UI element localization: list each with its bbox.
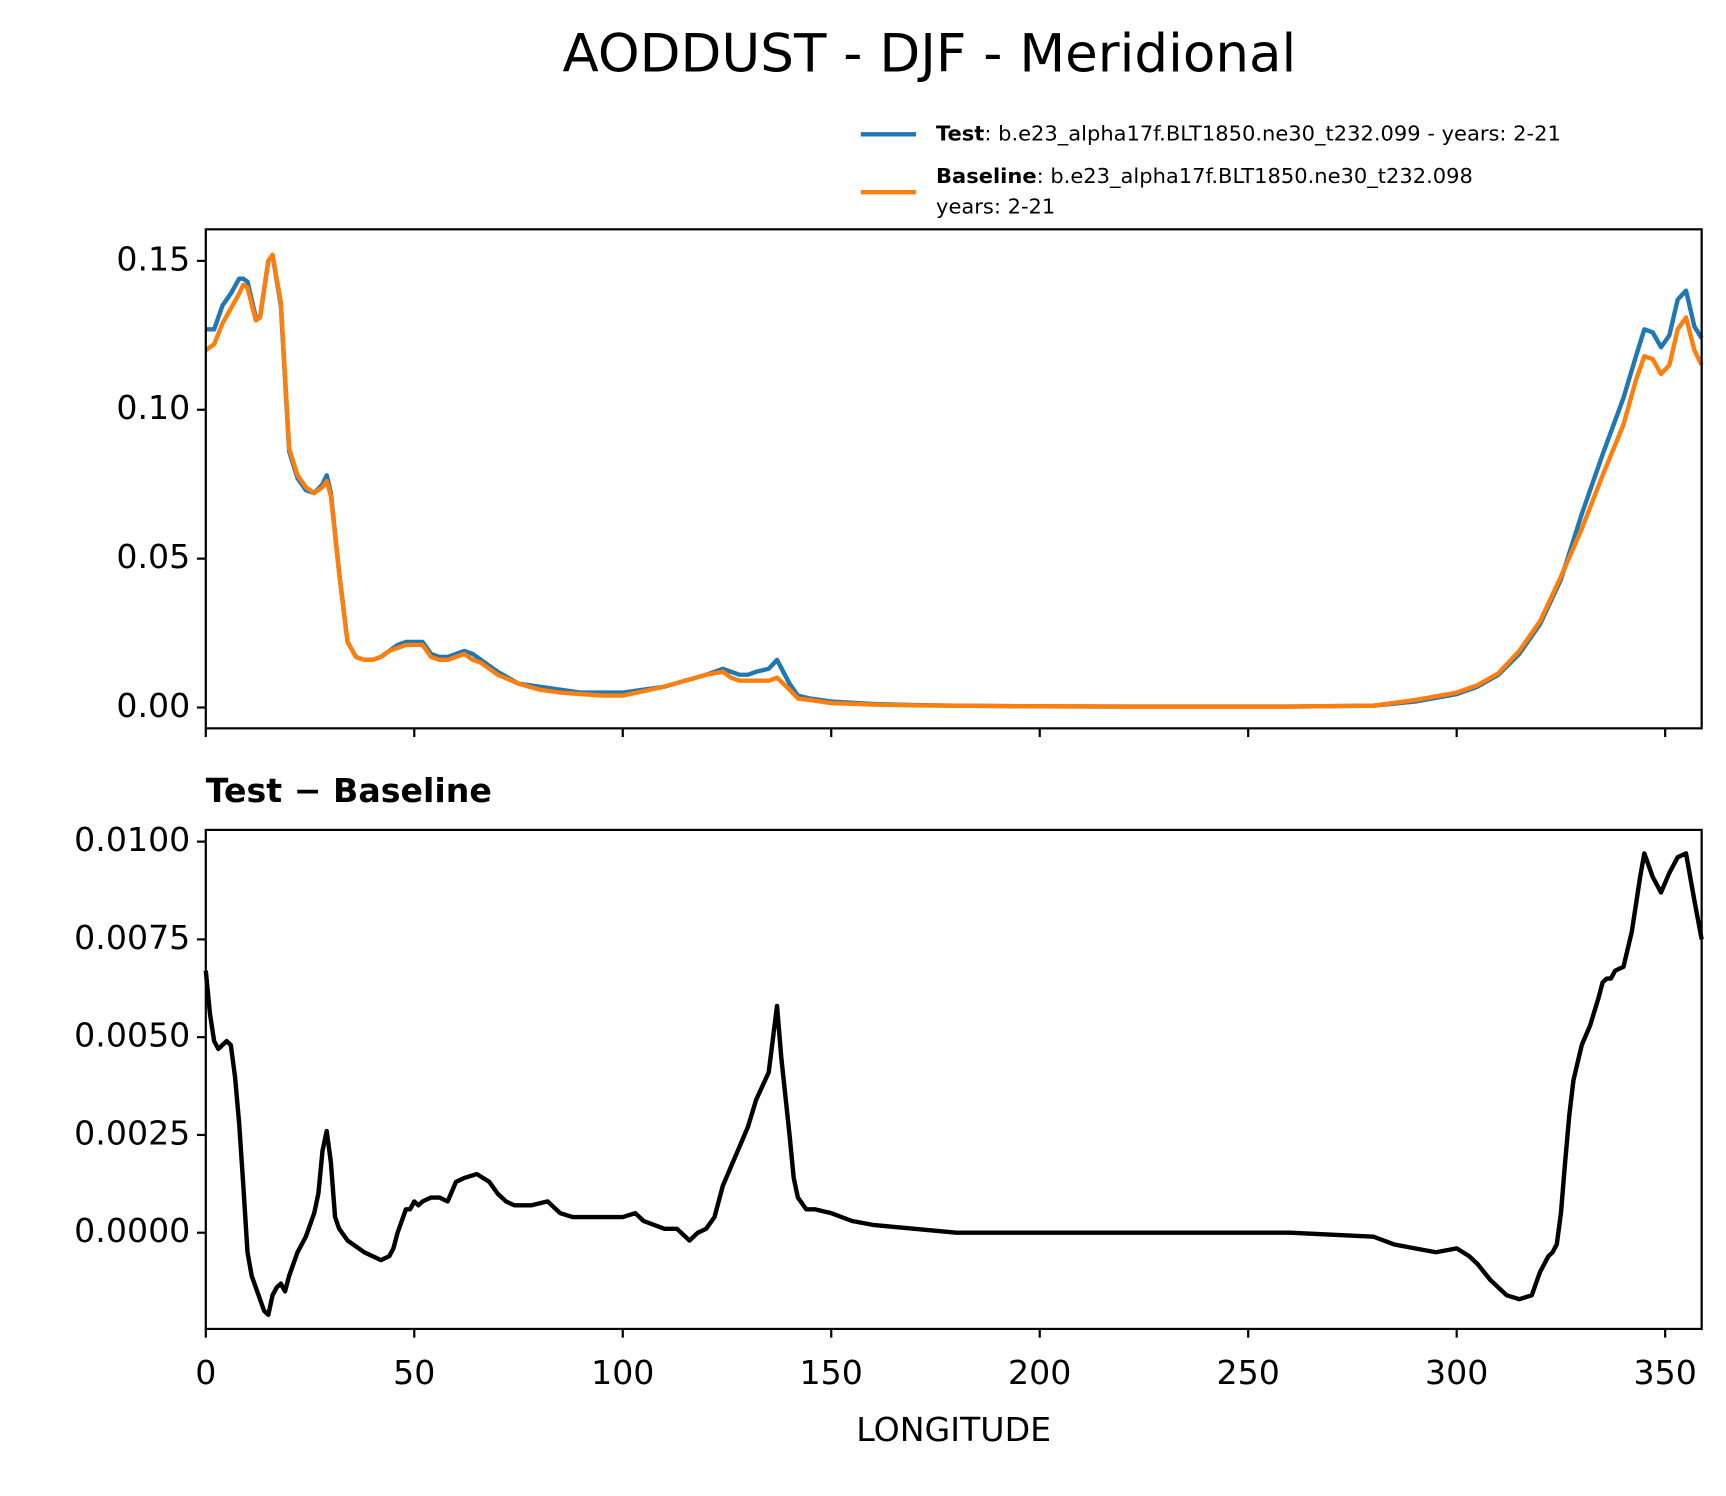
legend-entry: Test: b.e23_alpha17f.BLT1850.ne30_t232.0… [936, 121, 1561, 145]
axes-title: Test − Baseline [206, 771, 492, 810]
axes-frame [204, 228, 1703, 730]
y-tick-label: 0.0050 [74, 1016, 190, 1055]
y-tick-label: 0.15 [116, 240, 190, 279]
y-tick-label: 0.0100 [74, 820, 190, 859]
data-line [203, 851, 1704, 1318]
x-tick-label: 150 [800, 1353, 863, 1392]
y-tick-label: 0.0075 [74, 918, 190, 957]
y-tick-label: 0.00 [116, 686, 190, 725]
legend-description: : b.e23_alpha17f.BLT1850.ne30_t232.099 -… [984, 121, 1561, 145]
legend-description: : b.e23_alpha17f.BLT1850.ne30_t232.098 [1037, 164, 1473, 188]
axes-frame [204, 828, 1703, 1331]
y-tick-label: 0.10 [116, 388, 190, 427]
legend-name: Baseline [936, 164, 1037, 188]
legend-description: years: 2-21 [936, 195, 1055, 219]
y-tick-label: 0.05 [116, 537, 190, 576]
figure-title: AODDUST - DJF - Meridional [562, 24, 1296, 85]
legend-name: Test [936, 121, 984, 145]
data-line [205, 252, 1704, 709]
x-tick-label: 300 [1425, 1353, 1488, 1392]
x-tick-label: 0 [195, 1353, 216, 1392]
x-tick-label: 350 [1633, 1353, 1696, 1392]
y-tick-label: 0.0025 [74, 1114, 190, 1153]
legend-entry: Baseline: b.e23_alpha17f.BLT1850.ne30_t2… [936, 164, 1473, 188]
x-tick-label: 100 [591, 1353, 654, 1392]
x-axis-label: LONGITUDE [856, 1410, 1051, 1449]
x-tick-label: 250 [1217, 1353, 1280, 1392]
data-line [204, 252, 1704, 709]
y-tick-label: 0.0000 [74, 1211, 190, 1250]
x-tick-label: 50 [393, 1353, 435, 1392]
x-tick-label: 200 [1008, 1353, 1071, 1392]
